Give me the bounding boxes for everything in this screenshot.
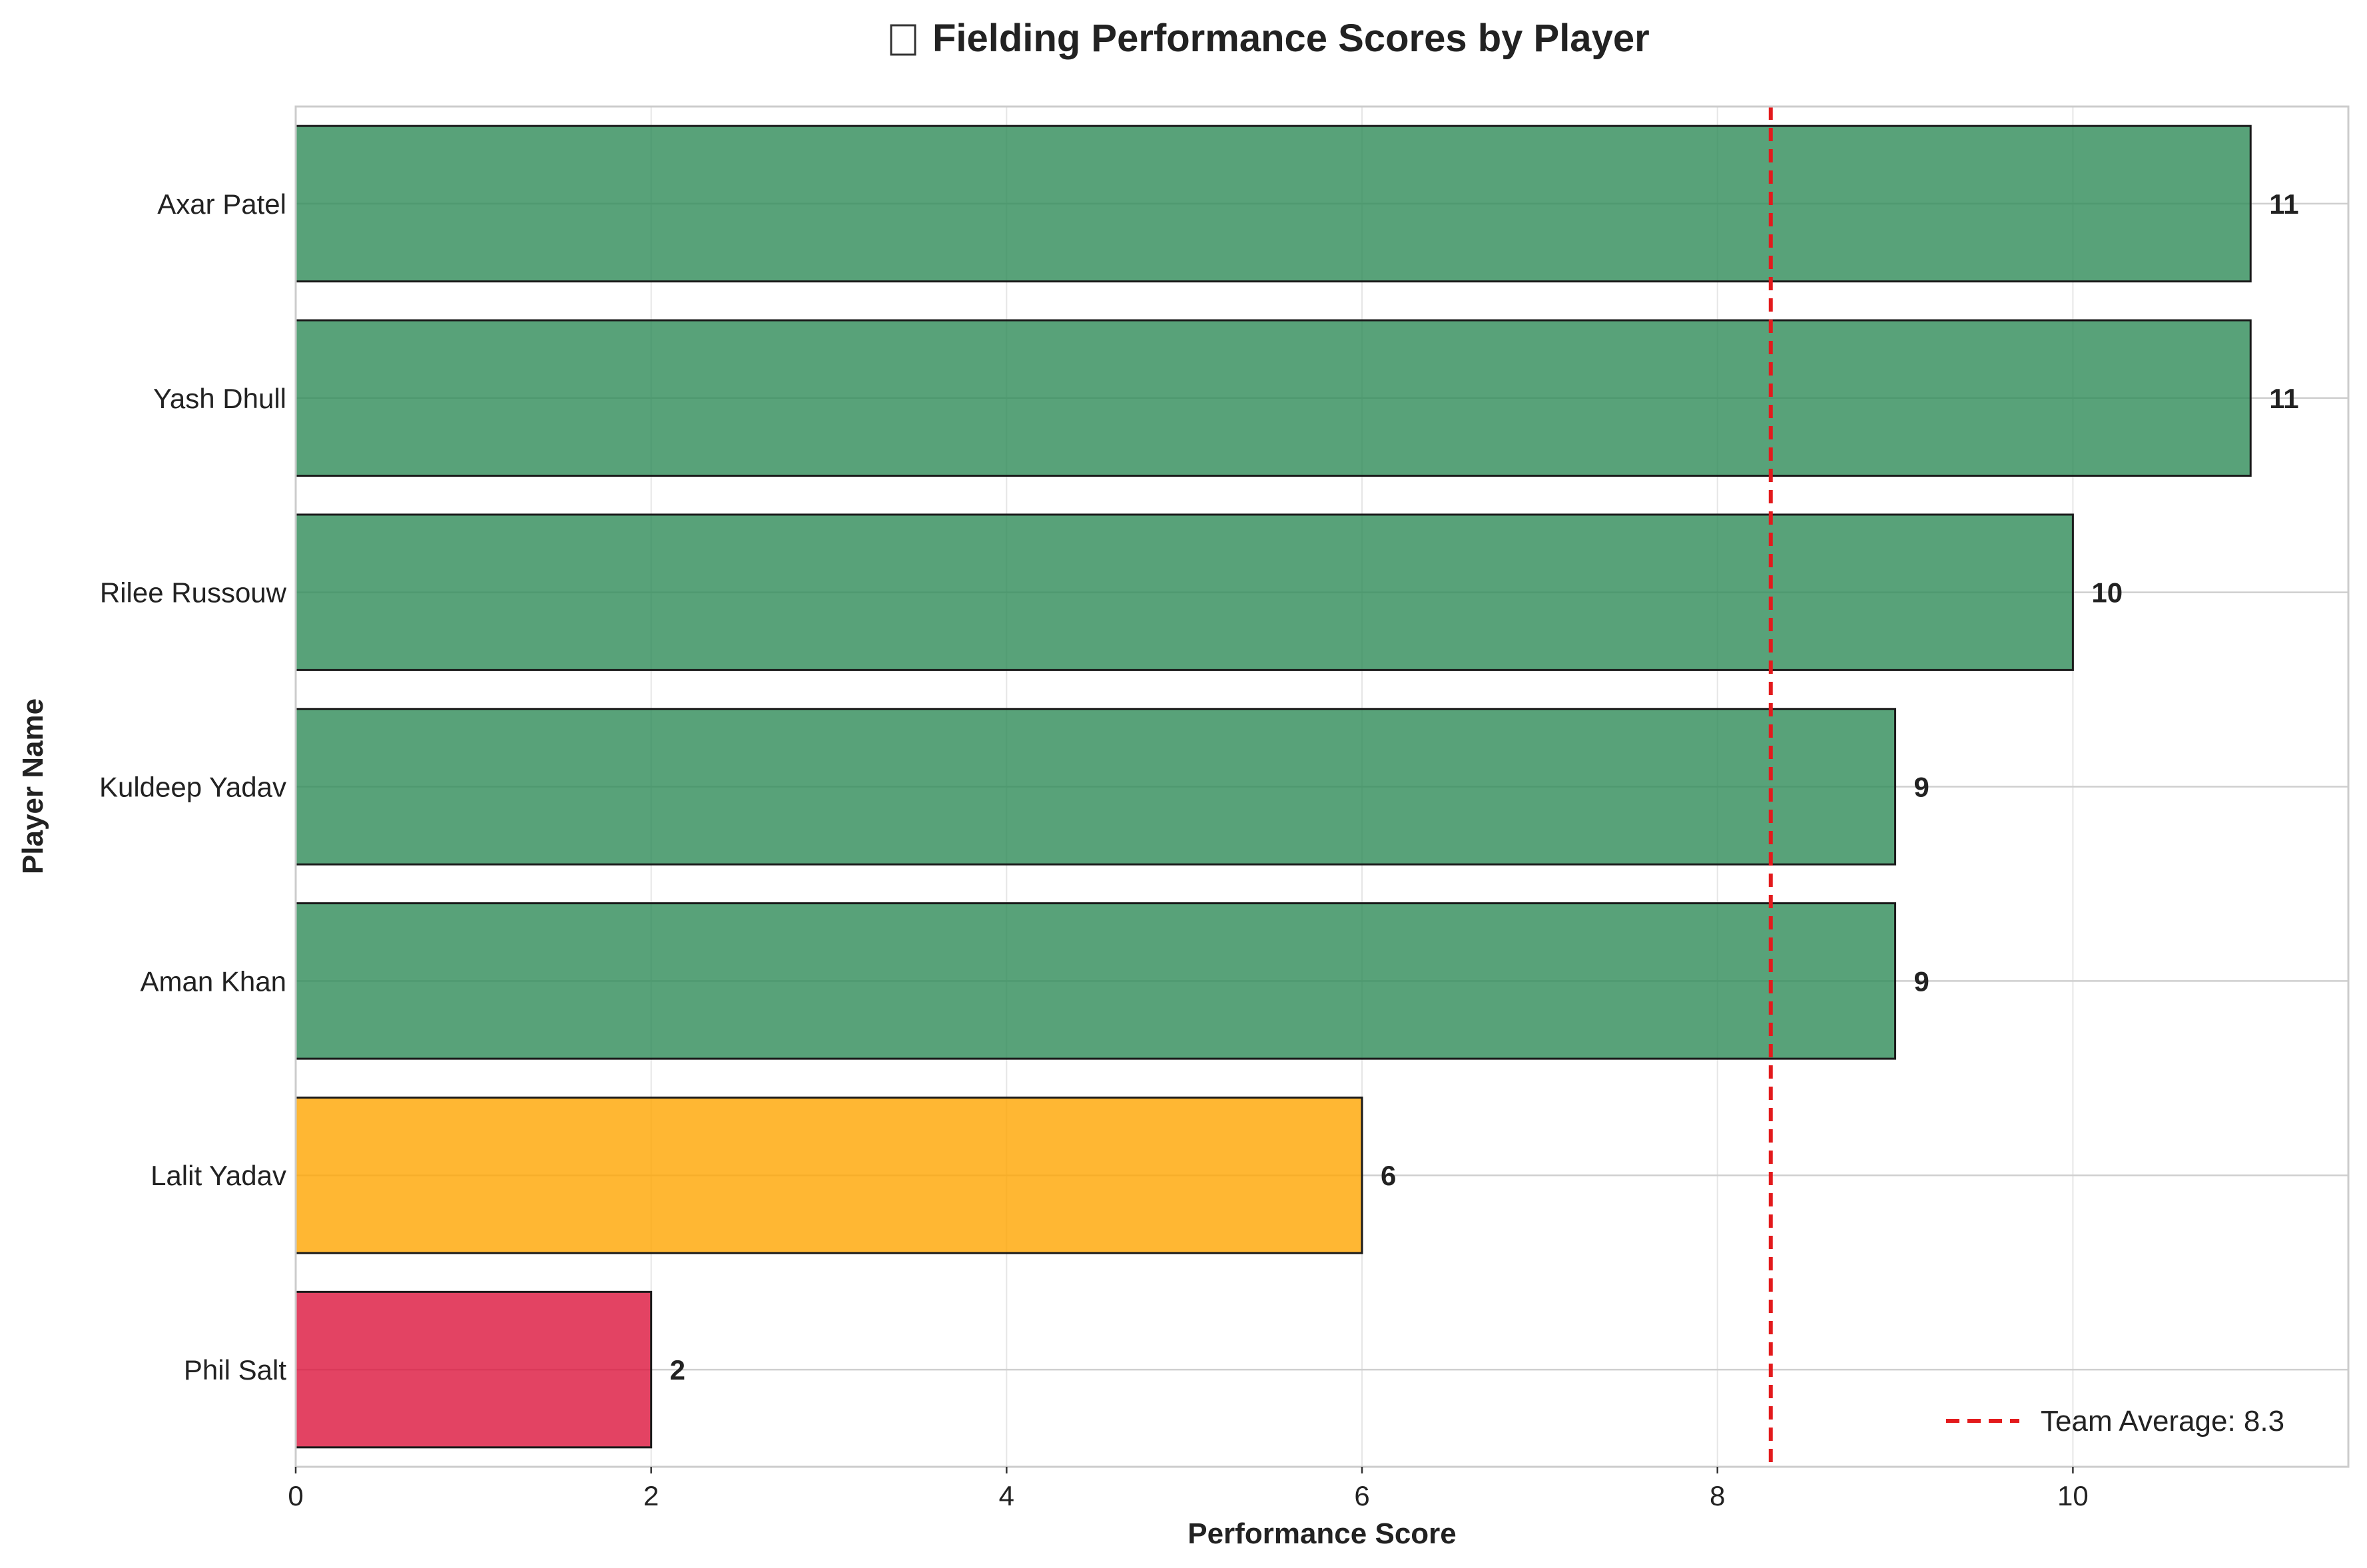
- y-tick-label: Axar Patel: [157, 188, 286, 220]
- bar-value-label: 11: [2269, 188, 2298, 220]
- data-labels: 11 11 10 9 9 6 2: [670, 188, 2299, 1386]
- y-tick-label: Lalit Yadav: [151, 1160, 286, 1191]
- bars: [294, 125, 2252, 1449]
- bar-value-label: 10: [2091, 577, 2123, 609]
- legend-label: Team Average: 8.3: [2041, 1405, 2284, 1437]
- bar: [294, 1096, 1363, 1254]
- y-tick-label: Yash Dhull: [153, 383, 286, 414]
- cricket-icon: [890, 24, 916, 56]
- x-tick-label: 8: [1710, 1480, 1725, 1511]
- bar-value-label: 9: [1914, 965, 1929, 997]
- bar: [294, 513, 2074, 671]
- bar: [294, 125, 2252, 283]
- legend: Team Average: 8.3: [1946, 1405, 2284, 1437]
- bar: [294, 902, 1897, 1060]
- bar: [294, 708, 1897, 866]
- x-tick-label: 6: [1354, 1480, 1369, 1511]
- chart-title: Fielding Performance Scores by Player: [890, 17, 1650, 60]
- x-tick-label: 4: [999, 1480, 1014, 1511]
- x-tick-label: 2: [643, 1480, 659, 1511]
- bar-value-label: 9: [1914, 772, 1929, 803]
- bar: [294, 319, 2252, 477]
- y-tick-label: Aman Khan: [141, 965, 286, 997]
- y-tick-label: Phil Salt: [184, 1354, 286, 1386]
- bar-value-label: 6: [1381, 1160, 1396, 1191]
- chart-title-text: Fielding Performance Scores by Player: [932, 17, 1650, 60]
- y-tick-label: Rilee Russouw: [100, 577, 287, 609]
- x-tick-label: 10: [2057, 1480, 2089, 1511]
- x-axis-ticks: 0 2 4 6 8 10: [288, 1467, 2089, 1511]
- y-axis-ticks: Axar Patel Yash Dhull Rilee Russouw Kuldeep…: [99, 188, 287, 1386]
- bar: [294, 1290, 653, 1449]
- y-tick-label: Kuldeep Yadav: [99, 772, 286, 803]
- x-axis-label: Performance Score: [1187, 1517, 1457, 1550]
- x-tick-label: 0: [288, 1480, 303, 1511]
- bar-value-label: 11: [2269, 383, 2298, 414]
- bar-value-label: 2: [670, 1354, 685, 1386]
- y-axis-label: Player Name: [17, 698, 49, 874]
- plot-frame: [294, 105, 2350, 1468]
